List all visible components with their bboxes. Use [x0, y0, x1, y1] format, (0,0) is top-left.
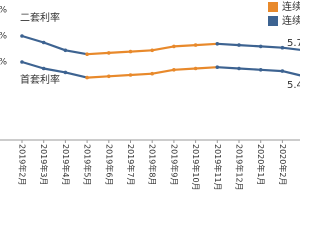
point — [20, 34, 24, 38]
point — [280, 45, 285, 50]
y-tick-label: 6.00% — [0, 6, 7, 16]
y-tick-label: 5.60% — [0, 58, 7, 68]
point — [193, 43, 198, 47]
line-segment — [173, 44, 196, 48]
legend-swatch — [268, 2, 278, 12]
point — [150, 71, 154, 76]
line-segment — [260, 68, 283, 73]
x-tick-label: 2019年9月 — [169, 144, 179, 185]
x-tick-label: 2020年1月 — [256, 144, 266, 185]
line-segment — [43, 41, 66, 52]
x-tick-label: 2019年10月 — [191, 144, 201, 191]
point — [128, 49, 133, 54]
line-segment — [173, 67, 196, 71]
line-segment — [282, 70, 300, 77]
point — [107, 74, 111, 79]
point — [63, 48, 68, 53]
line-segment — [195, 66, 218, 70]
x-tick-label: 2019年3月 — [39, 144, 49, 185]
point — [85, 52, 89, 56]
line-segment — [21, 34, 45, 44]
line-segment — [130, 49, 153, 53]
annotation: 5.7 — [287, 38, 300, 49]
point — [128, 73, 133, 77]
x-tick-label: 2019年11月 — [213, 144, 223, 191]
x-tick-label: 2019年2月 — [18, 144, 28, 185]
point — [258, 44, 263, 49]
point — [107, 51, 111, 55]
point — [215, 65, 220, 69]
point — [150, 48, 154, 53]
line-segment — [108, 50, 131, 54]
point — [237, 43, 241, 47]
line-segment — [152, 68, 175, 75]
series-label: 首套利率 — [20, 73, 60, 86]
point — [85, 75, 89, 80]
x-tick-label: 2019年8月 — [148, 144, 158, 185]
line-segment — [152, 45, 175, 52]
line-segment — [130, 72, 153, 77]
point — [258, 68, 263, 72]
point — [237, 66, 241, 71]
point — [172, 68, 176, 72]
legend-label: 连续下降 — [282, 14, 300, 27]
x-tick-label: 2019年4月 — [61, 144, 71, 185]
x-tick-label: 2019年7月 — [126, 144, 136, 185]
legend-swatch — [268, 16, 278, 26]
x-tick-label: 2020年2月 — [278, 144, 288, 185]
point — [41, 40, 46, 45]
line-segment — [21, 60, 45, 70]
point — [20, 60, 24, 64]
line-segment — [282, 46, 300, 51]
line-segment — [217, 42, 240, 47]
line-segment — [65, 49, 88, 56]
point — [172, 44, 176, 49]
line-segment — [108, 73, 131, 78]
point — [41, 66, 46, 71]
x-tick-label: 2019年12月 — [235, 144, 245, 191]
annotation: 5.4 — [287, 80, 300, 91]
line-segment — [217, 66, 240, 70]
line-segment — [238, 67, 261, 71]
line-segment — [65, 71, 88, 79]
line-segment — [195, 42, 218, 47]
point — [215, 42, 220, 46]
line-segment — [87, 75, 109, 79]
line-segment — [43, 67, 66, 74]
legend-label: 连续上升 — [282, 0, 300, 13]
x-tick-label: 2019年6月 — [104, 144, 114, 185]
line-segment — [238, 44, 261, 48]
point — [280, 69, 285, 73]
point — [63, 70, 68, 75]
y-tick-label: 5.80% — [0, 32, 7, 42]
point — [193, 66, 198, 71]
chart: 5.60% 5.80% 6.00% 2019年2月 2019年3月 2019年4月 2019… — [0, 0, 300, 191]
page: {"chart_data": { "type": "line", "catego… — [0, 0, 300, 191]
line-segment — [260, 45, 283, 49]
series-label: 二套利率 — [20, 11, 60, 24]
x-tick-label: 2019年5月 — [83, 144, 93, 185]
line-segment — [87, 51, 109, 56]
